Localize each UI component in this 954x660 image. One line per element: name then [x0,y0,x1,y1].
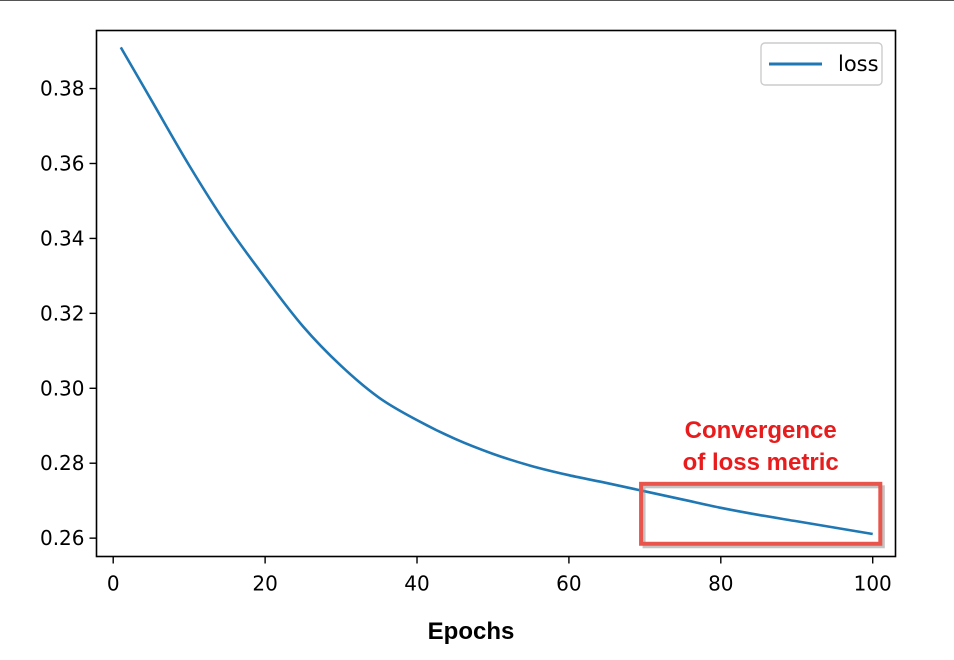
x-tick-label: 20 [252,572,277,596]
x-tick-label: 100 [854,572,892,596]
series-layer [119,46,873,536]
y-tick-label: 0.36 [40,151,85,175]
annotation-box [639,481,883,546]
x-axis-label: Epochs [428,618,515,645]
x-tick-label: 80 [708,572,733,596]
y-tick-label: 0.32 [40,301,85,325]
x-tick-label: 0 [107,572,120,596]
annotation-text-line: of loss metric [683,449,839,476]
x-tick-label: 40 [404,572,429,596]
y-tick-label: 0.30 [40,376,85,400]
y-tick-label: 0.34 [40,226,85,250]
legend: loss [760,42,883,86]
y-tick-label: 0.38 [40,77,85,101]
y-tick-label: 0.26 [40,526,85,550]
series-line-loss [119,46,873,536]
annotation-layer: Convergence of loss metric [639,417,885,549]
x-tick-label: 60 [556,572,581,596]
legend-label-loss: loss [838,52,879,76]
y-tick-label: 0.28 [40,451,85,475]
y-axis: 0.26 0.28 0.30 0.32 0.34 0.36 0.38 [40,77,97,550]
plot-area [95,29,897,558]
x-axis: 0 20 40 60 80 100 [107,556,892,596]
top-border [0,0,954,1]
annotation-box-shadow [642,485,885,549]
annotation-text-line: Convergence [685,417,837,444]
